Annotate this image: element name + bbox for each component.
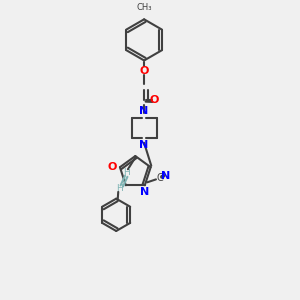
Text: N: N xyxy=(161,171,171,181)
Text: C: C xyxy=(156,173,163,183)
Text: H: H xyxy=(116,184,122,193)
Text: H: H xyxy=(123,168,130,177)
Text: O: O xyxy=(140,66,149,76)
Text: O: O xyxy=(108,162,117,172)
Text: N: N xyxy=(140,106,149,116)
Text: N: N xyxy=(140,187,149,197)
Text: CH₃: CH₃ xyxy=(136,3,152,12)
Text: O: O xyxy=(150,95,159,105)
Text: N: N xyxy=(140,140,149,150)
